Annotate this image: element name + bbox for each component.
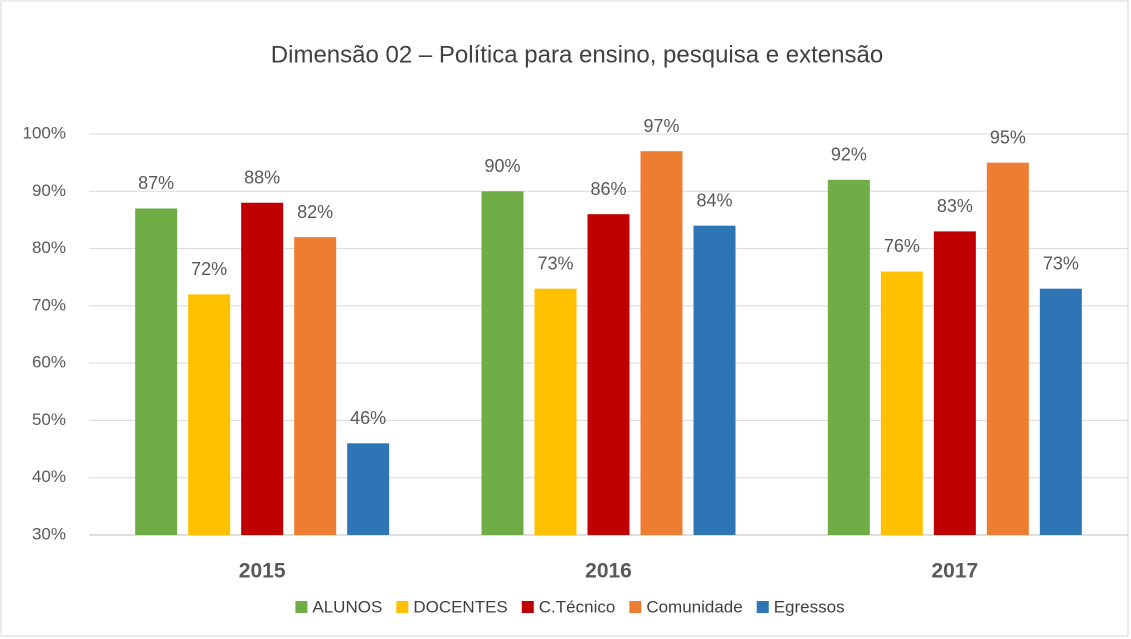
bar bbox=[534, 288, 577, 535]
legend-swatch bbox=[756, 601, 769, 613]
legend-swatch bbox=[629, 601, 642, 613]
bar bbox=[827, 179, 870, 536]
x-tick-label: 2015 bbox=[239, 560, 286, 583]
data-label: 86% bbox=[590, 179, 626, 199]
data-label: 83% bbox=[937, 196, 973, 216]
y-tick-label: 30% bbox=[32, 524, 66, 543]
y-tick-label: 70% bbox=[32, 295, 66, 314]
data-label: 95% bbox=[990, 127, 1026, 147]
data-label: 76% bbox=[884, 236, 920, 256]
legend-label: C.Técnico bbox=[539, 597, 616, 616]
data-label: 73% bbox=[1043, 253, 1079, 273]
data-label: 46% bbox=[350, 408, 386, 428]
data-label: 87% bbox=[138, 173, 174, 193]
legend-label: Comunidade bbox=[646, 597, 742, 616]
x-tick-label: 2016 bbox=[585, 560, 632, 583]
data-label: 88% bbox=[244, 167, 280, 187]
legend-label: DOCENTES bbox=[413, 597, 507, 616]
bar bbox=[693, 225, 736, 535]
bar bbox=[481, 191, 524, 536]
bar bbox=[347, 443, 390, 535]
legend-label: Egressos bbox=[774, 597, 845, 616]
data-label: 82% bbox=[297, 202, 333, 222]
legend-swatch bbox=[295, 601, 308, 613]
bar bbox=[241, 202, 284, 535]
bar bbox=[587, 214, 630, 535]
data-label: 92% bbox=[831, 145, 867, 165]
bar bbox=[933, 231, 976, 535]
y-tick-label: 100% bbox=[23, 123, 66, 142]
y-tick-label: 80% bbox=[32, 238, 66, 257]
bar bbox=[1039, 288, 1082, 535]
legend-label: ALUNOS bbox=[312, 597, 382, 616]
y-tick-label: 90% bbox=[32, 181, 66, 200]
chart-title: Dimensão 02 – Política para ensino, pesq… bbox=[271, 41, 883, 68]
bar bbox=[188, 294, 231, 535]
data-label: 72% bbox=[191, 259, 227, 279]
bar bbox=[640, 151, 683, 535]
legend-swatch bbox=[521, 601, 534, 613]
bar bbox=[986, 162, 1029, 535]
x-tick-label: 2017 bbox=[931, 560, 978, 583]
data-label: 73% bbox=[537, 253, 573, 273]
bar bbox=[294, 237, 337, 535]
y-tick-label: 50% bbox=[32, 410, 66, 429]
data-label: 90% bbox=[484, 156, 520, 176]
y-tick-label: 40% bbox=[32, 467, 66, 486]
bar bbox=[880, 271, 923, 535]
data-label: 84% bbox=[696, 190, 732, 210]
y-tick-label: 60% bbox=[32, 353, 66, 372]
legend-swatch bbox=[396, 601, 409, 613]
bar bbox=[135, 208, 178, 535]
data-label: 97% bbox=[643, 116, 679, 136]
